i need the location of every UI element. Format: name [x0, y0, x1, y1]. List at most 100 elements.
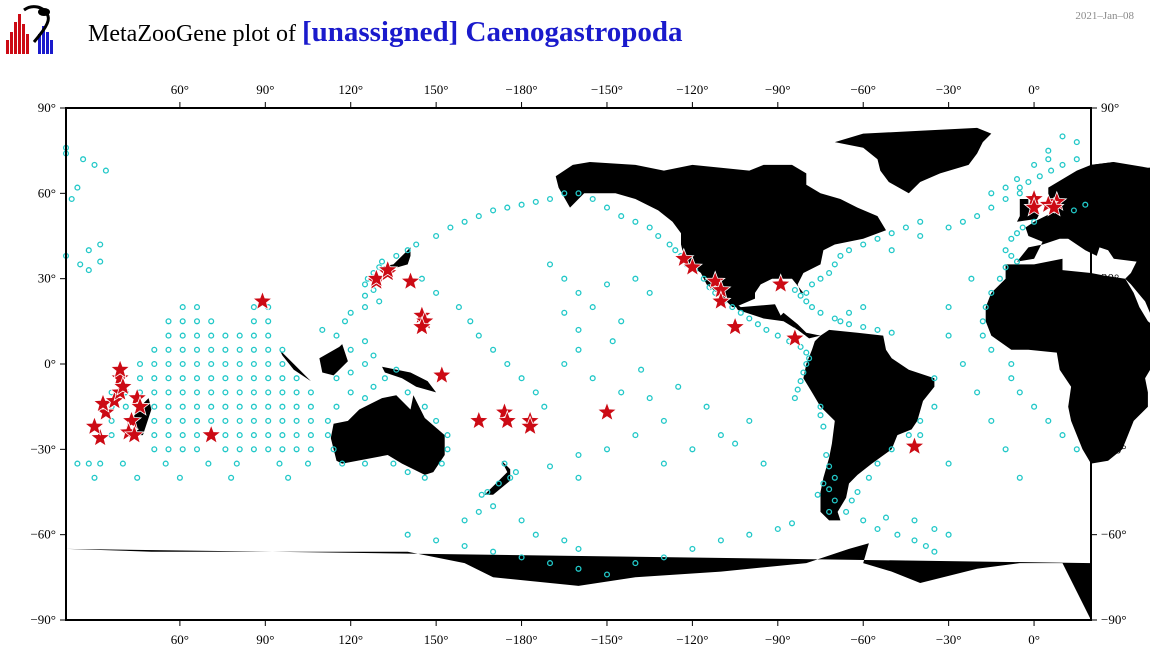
sample-marker	[1031, 403, 1038, 410]
lon-label-top: −30°	[936, 82, 962, 97]
sample-marker	[307, 417, 314, 424]
sample-marker	[490, 346, 497, 353]
sample-marker	[193, 360, 201, 368]
sample-marker	[250, 375, 257, 382]
sample-marker	[404, 389, 411, 396]
sample-marker	[151, 360, 158, 368]
sample-marker	[85, 267, 92, 274]
sample-marker	[1019, 224, 1026, 231]
sample-marker	[501, 460, 508, 467]
sample-marker	[151, 432, 158, 439]
sample-marker	[797, 292, 804, 299]
sample-marker	[860, 323, 867, 331]
sample-marker	[193, 318, 201, 325]
sample-marker	[1002, 195, 1009, 203]
sample-marker	[575, 565, 582, 572]
lat-label-right: 90°	[1101, 100, 1119, 115]
sample-marker	[1025, 178, 1032, 186]
sample-marker	[304, 460, 312, 467]
occurrence-star	[109, 367, 131, 388]
sample-marker	[911, 537, 918, 544]
sample-marker	[831, 315, 838, 322]
sample-marker	[646, 224, 653, 231]
sample-marker	[307, 432, 314, 439]
sample-marker	[293, 432, 300, 439]
sample-marker	[803, 349, 810, 356]
sample-marker	[689, 545, 696, 552]
sample-marker	[77, 261, 84, 268]
sample-marker	[179, 375, 186, 382]
occurrence-star	[710, 290, 732, 311]
sample-marker	[265, 403, 272, 410]
occurrence-stars-layer	[83, 187, 1068, 456]
sample-marker	[1036, 173, 1043, 180]
sample-marker	[823, 451, 830, 459]
sample-marker	[179, 432, 186, 439]
lat-label-left: 90°	[38, 100, 56, 115]
sample-marker	[666, 241, 673, 248]
sample-marker	[826, 508, 833, 515]
sample-marker	[1073, 446, 1080, 453]
sample-marker	[518, 375, 525, 382]
sample-marker	[609, 338, 616, 345]
sample-marker	[546, 261, 554, 268]
sample-marker	[208, 389, 215, 396]
sample-marker	[1073, 156, 1080, 163]
sample-marker	[179, 346, 186, 353]
sample-marker	[561, 537, 568, 544]
sample-marker	[165, 432, 172, 439]
sample-marker	[746, 417, 753, 424]
sample-marker	[279, 432, 286, 439]
sample-marker	[794, 386, 801, 393]
sample-marker	[808, 304, 816, 311]
sample-marker	[1031, 161, 1038, 168]
sample-marker	[831, 261, 838, 268]
sample-marker	[888, 446, 895, 453]
lon-label-top: −150°	[591, 82, 623, 97]
page-title: MetaZooGene plot of [unassigned] Caenoga…	[88, 16, 683, 49]
sample-marker	[447, 224, 454, 231]
sample-marker	[433, 537, 440, 544]
sample-marker	[575, 545, 582, 552]
occurrence-star	[496, 409, 518, 430]
lon-label-top: −120°	[676, 82, 708, 97]
sample-marker	[1008, 235, 1015, 242]
sample-marker	[222, 403, 229, 410]
sample-marker	[279, 389, 286, 396]
sample-marker	[404, 469, 411, 476]
sample-marker	[136, 360, 144, 368]
sample-marker	[433, 289, 440, 296]
lon-label-top: −60°	[850, 82, 876, 97]
sample-marker	[250, 360, 257, 368]
sample-marker	[1073, 139, 1080, 146]
sample-marker	[333, 332, 340, 339]
sample-marker	[265, 332, 272, 339]
sample-marker	[945, 460, 952, 467]
sample-marker	[102, 167, 109, 174]
sample-marker	[122, 403, 129, 410]
sample-marker	[176, 474, 183, 481]
sample-marker	[546, 560, 554, 567]
sample-marker	[165, 318, 172, 325]
sample-marker	[655, 232, 662, 240]
sample-marker	[737, 309, 744, 316]
sample-marker	[222, 432, 229, 439]
sample-marker	[68, 195, 75, 203]
occurrence-star	[83, 415, 106, 436]
sample-marker	[193, 389, 201, 396]
lon-label-top: −180°	[506, 82, 538, 97]
lon-label-top: 120°	[338, 82, 363, 97]
sample-marker	[222, 446, 229, 453]
sample-marker	[732, 440, 739, 447]
sample-marker	[1048, 167, 1055, 174]
sample-marker	[504, 360, 511, 368]
sample-marker	[276, 460, 283, 467]
sample-marker	[404, 247, 411, 254]
occurrence-star	[1043, 196, 1065, 217]
sample-marker	[236, 346, 243, 353]
land-australia	[330, 395, 445, 475]
sample-marker	[347, 346, 354, 353]
sample-marker	[959, 360, 966, 368]
sample-marker	[490, 207, 497, 214]
sample-marker	[265, 318, 272, 325]
